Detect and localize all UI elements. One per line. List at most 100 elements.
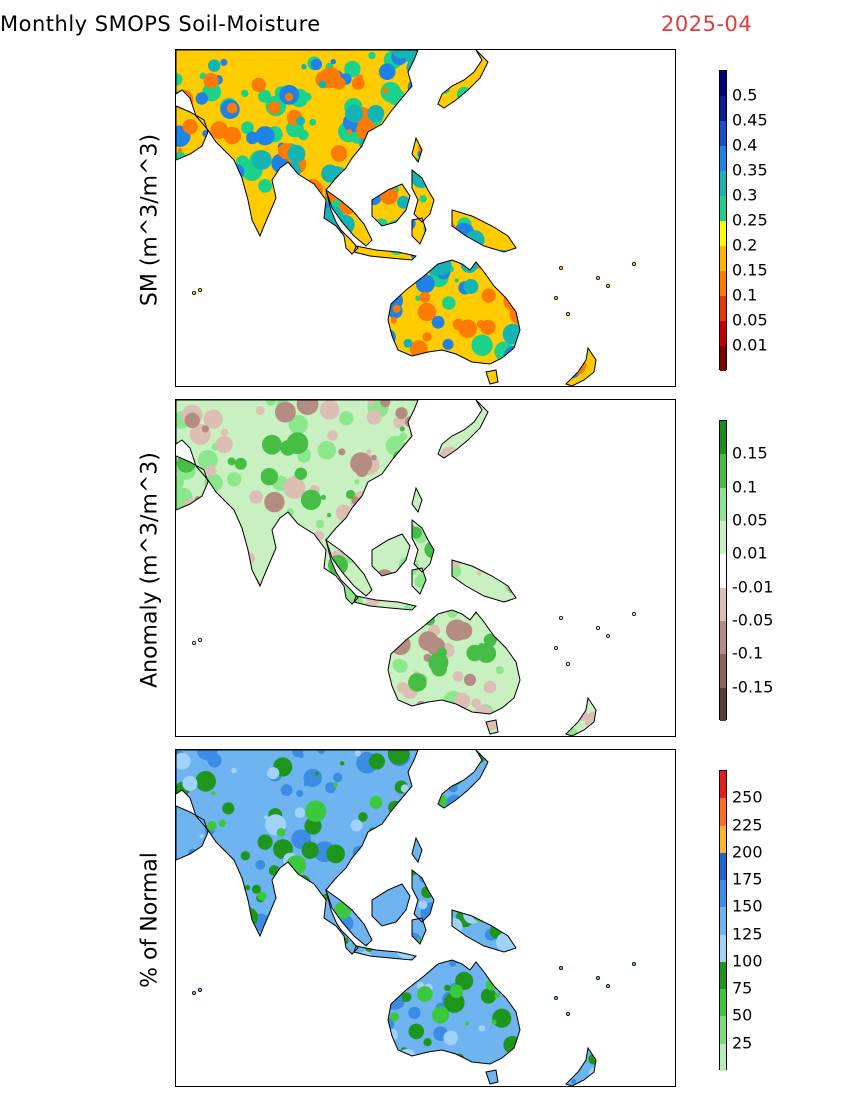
anomaly-colorbar-segment xyxy=(720,454,726,488)
anomaly-coastline xyxy=(485,719,499,735)
pct-normal-map-panel xyxy=(175,749,676,1087)
anomaly-colorbar-tick: -0.15 xyxy=(732,677,774,697)
anomaly-land-region xyxy=(372,534,410,576)
sm-island xyxy=(558,265,563,270)
sm-colorbar xyxy=(719,70,727,371)
pct-island xyxy=(631,961,636,966)
anomaly-colorbar-segment xyxy=(720,554,726,588)
anomaly-coastline xyxy=(353,595,417,611)
pct-coastline xyxy=(411,836,423,864)
anomaly-colorbar xyxy=(719,420,727,721)
pct-island xyxy=(553,995,558,1000)
date-label: 2025-04 xyxy=(661,12,753,36)
pct-coastline xyxy=(451,909,517,953)
pct-land-region xyxy=(176,750,418,954)
pct-colorbar-tick: 50 xyxy=(732,1005,753,1025)
anomaly-axis-label: Anomaly (m^3/m^3) xyxy=(137,452,163,688)
sm-island xyxy=(631,261,636,266)
anomaly-coastline xyxy=(371,533,411,577)
pct-island xyxy=(197,987,202,992)
sm-colorbar-tick: 0.01 xyxy=(732,335,768,355)
anomaly-colorbar-tick: 0.05 xyxy=(732,510,768,530)
anomaly-coastline xyxy=(325,538,373,597)
sm-colorbar-segment xyxy=(720,271,726,296)
sm-coastline xyxy=(371,183,411,227)
sm-coastline xyxy=(451,209,517,253)
sm-colorbar-tick: 0.4 xyxy=(732,135,758,155)
sm-colorbar-segment xyxy=(720,171,726,196)
anomaly-coastline xyxy=(387,609,521,715)
pct-colorbar-segment xyxy=(720,852,726,881)
anomaly-colorbar-segment xyxy=(720,687,726,721)
sm-colorbar-segment xyxy=(720,196,726,221)
pct-land-region xyxy=(372,884,410,926)
anomaly-land-region xyxy=(452,560,516,602)
sm-colorbar-segment xyxy=(720,121,726,146)
sm-colorbar-tick: 0.25 xyxy=(732,210,768,230)
pct-colorbar-tick: 75 xyxy=(732,978,753,998)
pct-land-region xyxy=(438,750,488,808)
pct-colorbar-segment xyxy=(720,798,726,826)
sm-island xyxy=(605,283,610,288)
pct-island xyxy=(191,990,196,995)
sm-coastline xyxy=(437,50,489,109)
sm-coastline xyxy=(411,136,423,164)
anomaly-colorbar-tick: 0.01 xyxy=(732,543,768,563)
anomaly-colorbar-tick: -0.05 xyxy=(732,610,774,630)
sm-coastline xyxy=(325,188,373,247)
anomaly-colorbar-segment xyxy=(720,421,726,455)
sm-colorbar-tick: 0.05 xyxy=(732,310,768,330)
sm-colorbar-tick: 0.45 xyxy=(732,110,768,130)
sm-land-region xyxy=(354,246,416,260)
chart-title: Monthly SMOPS Soil-Moisture xyxy=(0,12,321,36)
pct-coastline xyxy=(411,917,427,945)
anomaly-coastline xyxy=(176,400,419,605)
anomaly-colorbar-tick: 0.15 xyxy=(732,443,768,463)
sm-colorbar-segment xyxy=(720,246,726,271)
anomaly-colorbar-segment xyxy=(720,587,726,621)
sm-island xyxy=(191,290,196,295)
anomaly-coastline xyxy=(411,567,427,595)
pct-coastline xyxy=(565,1046,597,1086)
anomaly-island xyxy=(191,640,196,645)
sm-axis-label: SM (m^3/m^3) xyxy=(137,133,163,307)
pct-coastline xyxy=(411,868,435,923)
anomaly-colorbar-segment xyxy=(720,487,726,521)
sm-colorbar-tick: 0.35 xyxy=(732,160,768,180)
anomaly-coastline xyxy=(411,518,435,573)
anomaly-island xyxy=(595,625,600,630)
anomaly-colorbar-tick: -0.01 xyxy=(732,577,774,597)
pct-normal-map xyxy=(176,750,636,1086)
pct-colorbar-tick: 225 xyxy=(732,815,763,835)
pct-colorbar-segment xyxy=(720,825,726,853)
pct-island xyxy=(595,975,600,980)
pct-colorbar-tick: 200 xyxy=(732,842,763,862)
sm-coastline xyxy=(176,105,209,161)
sm-coastline xyxy=(485,369,499,385)
anomaly-island xyxy=(558,615,563,620)
pct-coastline xyxy=(176,805,209,861)
sm-map xyxy=(176,50,636,386)
pct-colorbar-segment xyxy=(720,989,726,1017)
anomaly-map xyxy=(176,400,636,736)
sm-island xyxy=(565,311,570,316)
pct-coastline xyxy=(371,883,411,927)
sm-colorbar-tick: 0.15 xyxy=(732,260,768,280)
pct-colorbar-segment xyxy=(720,880,726,908)
sm-colorbar-segment xyxy=(720,146,726,171)
anomaly-island xyxy=(553,645,558,650)
pct-island xyxy=(558,965,563,970)
sm-colorbar-segment xyxy=(720,221,726,246)
pct-colorbar-tick: 125 xyxy=(732,924,763,944)
pct-coastline xyxy=(353,945,417,961)
sm-colorbar-segment xyxy=(720,346,726,371)
sm-coastline xyxy=(176,50,419,255)
sm-land-region xyxy=(438,50,488,108)
pct-normal-axis-label: % of Normal xyxy=(137,852,163,988)
sm-island xyxy=(595,275,600,280)
sm-colorbar-segment xyxy=(720,96,726,121)
pct-colorbar-tick: 250 xyxy=(732,787,763,807)
anomaly-colorbar-segment xyxy=(720,620,726,655)
pct-colorbar-tick: 150 xyxy=(732,896,763,916)
anomaly-coastline xyxy=(451,559,517,603)
